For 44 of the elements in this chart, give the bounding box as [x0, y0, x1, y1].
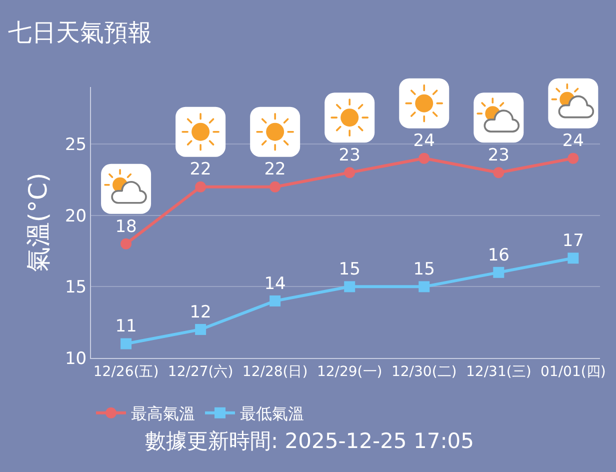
point: [270, 181, 281, 192]
x-tick-label: 12/26(五): [93, 364, 159, 380]
data-label: 12: [190, 302, 212, 322]
x-tick-label: 12/27(六): [168, 364, 234, 380]
y-tick-label: 25: [64, 135, 87, 155]
data-label: 11: [115, 316, 137, 337]
x-tick-label: 01/01(四): [540, 364, 606, 380]
legend-label: 最高氣溫: [131, 404, 195, 424]
x-tick-label: 12/28(日): [242, 364, 308, 380]
x-tick-label: 12/30(二): [391, 364, 457, 380]
legend-label: 最低氣溫: [240, 404, 304, 424]
y-tick-label: 20: [64, 206, 87, 226]
point: [568, 252, 579, 264]
x-tick-label: 12/29(一): [316, 364, 382, 380]
data-label: 16: [488, 245, 510, 266]
y-tick-label: 10: [64, 348, 87, 369]
point: [493, 167, 504, 178]
y-axis-title: 氣溫(°C): [24, 172, 53, 272]
data-label: 15: [338, 260, 360, 280]
data-label: 14: [264, 274, 286, 294]
data-label: 24: [413, 131, 435, 152]
point: [418, 152, 430, 164]
data-label: 22: [190, 160, 212, 180]
data-label: 15: [413, 260, 435, 280]
x-tick-label: 12/31(三): [466, 364, 532, 380]
data-label: 18: [115, 216, 137, 237]
data-label: 22: [264, 160, 286, 180]
chart-title: 七日天氣預報: [8, 18, 152, 46]
data-label: 23: [488, 145, 510, 166]
point: [568, 152, 579, 164]
point: [270, 295, 281, 306]
data-label: 23: [338, 145, 360, 166]
point: [344, 281, 356, 292]
point: [493, 266, 504, 278]
point: [344, 167, 356, 178]
data-label: 17: [562, 231, 584, 252]
point: [120, 338, 132, 350]
text: 數據更新時間: 2025-12-25 17:05: [145, 429, 474, 453]
point: [195, 324, 206, 335]
data-label: 24: [562, 131, 584, 152]
point: [195, 181, 206, 192]
point: [120, 238, 132, 250]
y-tick-label: 15: [64, 278, 87, 298]
point: [418, 281, 430, 292]
